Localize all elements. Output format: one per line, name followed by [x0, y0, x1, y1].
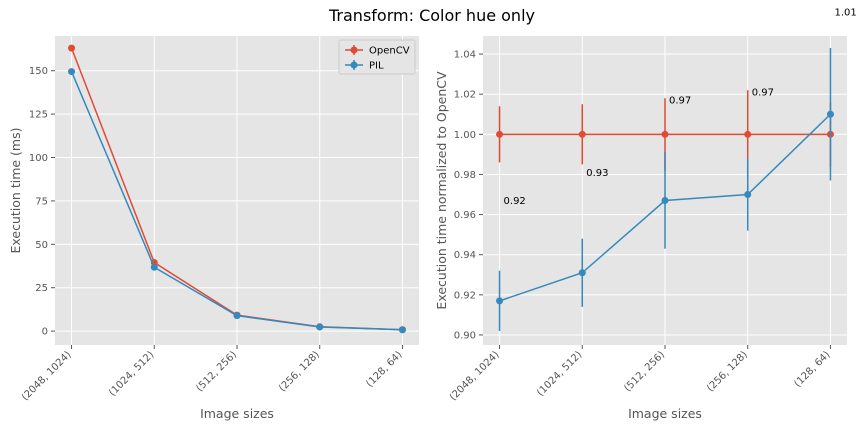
y-tick-label: 0	[42, 327, 48, 338]
x-tick-label: (128, 64)	[792, 349, 832, 389]
y-tick-label: 0.98	[454, 170, 476, 181]
x-tick-label: (2048, 1024)	[20, 349, 74, 403]
x-axis-label: Image sizes	[628, 406, 702, 421]
x-tick-label: (2048, 1024)	[448, 349, 502, 403]
data-point	[316, 323, 324, 331]
data-point	[398, 326, 406, 334]
y-tick-label: 125	[29, 110, 48, 121]
legend-label: PIL	[369, 61, 384, 72]
data-point	[496, 297, 504, 305]
x-tick-label: (256, 128)	[277, 349, 322, 394]
y-axis-label: Execution time normalized to OpenCV	[434, 71, 449, 310]
y-tick-label: 25	[35, 283, 48, 294]
data-point	[661, 197, 669, 205]
x-tick-label: (128, 64)	[364, 349, 404, 389]
x-tick-label: (1024, 512)	[107, 349, 156, 398]
x-tick-label: (512, 256)	[194, 349, 239, 394]
value-annotation: 0.97	[669, 96, 691, 107]
data-point	[496, 130, 504, 138]
right-chart: 0.90 0.92 0.94 0.96 0.98 1.00 1.02 1.04 (2048, 1…	[434, 7, 857, 421]
y-tick-label: 1.00	[454, 130, 476, 141]
data-point	[744, 191, 752, 199]
figure-title: Transform: Color hue only	[328, 6, 535, 25]
y-tick-label: 0.94	[454, 250, 476, 261]
legend-marker	[350, 61, 358, 69]
x-tick-label: (512, 256)	[622, 349, 667, 394]
data-point	[68, 44, 76, 52]
data-point	[578, 130, 586, 138]
y-tick-label: 0.96	[454, 210, 476, 221]
y-tick-label: 0.90	[454, 330, 476, 341]
y-tick-label: 1.02	[454, 90, 476, 101]
data-point	[578, 269, 586, 277]
y-tick-label: 50	[35, 240, 48, 251]
y-tick-label: 100	[29, 153, 48, 164]
data-point	[233, 312, 241, 320]
value-annotation: 0.92	[504, 196, 526, 207]
y-axis-label: Execution time (ms)	[8, 128, 23, 254]
data-point	[744, 130, 752, 138]
legend-label: OpenCV	[369, 46, 410, 57]
value-annotation: 0.97	[752, 88, 774, 99]
data-point	[661, 130, 669, 138]
value-annotation: 1.01	[834, 7, 856, 18]
y-tick-label: 0.92	[454, 290, 476, 301]
value-annotation: 0.93	[586, 168, 608, 179]
left-chart: 0 25 50 75 100 125 150 (2048, 1024) (1024, 512) (…	[8, 36, 419, 421]
legend-marker	[350, 46, 358, 54]
data-point	[150, 263, 158, 271]
data-point	[826, 110, 834, 118]
x-tick-label: (256, 128)	[705, 349, 750, 394]
y-tick-label: 1.04	[454, 50, 476, 61]
y-tick-label: 75	[35, 196, 48, 207]
y-tick-label: 150	[29, 66, 48, 77]
x-tick-label: (1024, 512)	[535, 349, 584, 398]
x-axis-label: Image sizes	[200, 406, 274, 421]
data-point	[68, 68, 76, 76]
